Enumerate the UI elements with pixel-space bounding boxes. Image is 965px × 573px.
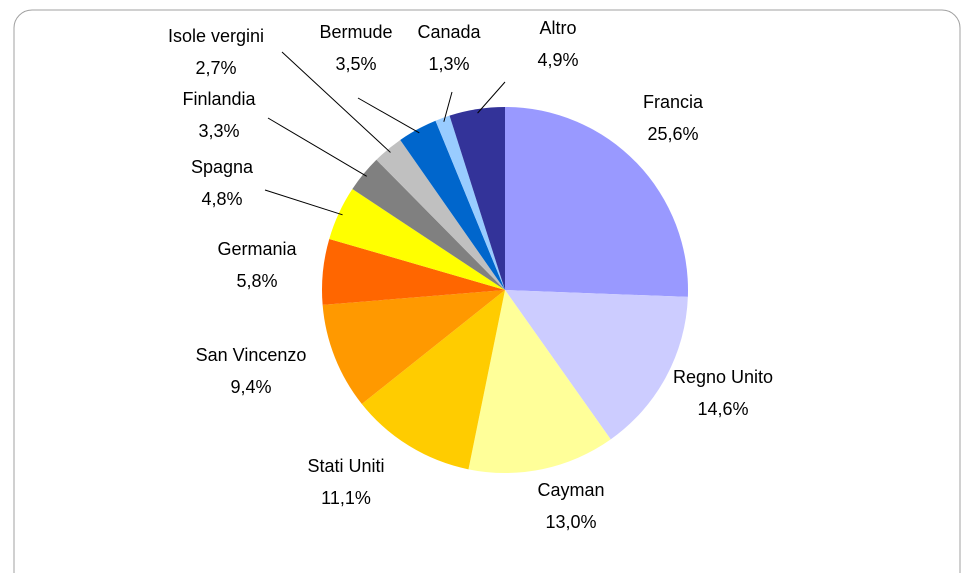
pie-slice: [361, 290, 505, 470]
pie-slice: [352, 159, 505, 290]
slice-value-label: 4,8%: [201, 189, 242, 209]
leader-line: [281, 51, 391, 153]
slice-value-label: 9,4%: [230, 377, 271, 397]
slice-label: Bermude: [319, 22, 392, 42]
pie-slice: [449, 107, 505, 290]
slice-value-label: 5,8%: [236, 271, 277, 291]
slice-value-label: 1,3%: [428, 54, 469, 74]
pie-slice: [505, 107, 688, 297]
slice-value-label: 3,5%: [335, 54, 376, 74]
leader-line: [443, 91, 453, 122]
pie-slice: [505, 290, 688, 440]
slice-label: Altro: [539, 18, 576, 38]
slice-label: Stati Uniti: [307, 456, 384, 476]
pie-slice: [435, 115, 505, 290]
slice-label: Francia: [643, 92, 704, 112]
pie-slice: [329, 189, 505, 290]
slice-value-label: 4,9%: [537, 50, 578, 70]
leader-line: [477, 81, 506, 114]
slice-value-label: 14,6%: [697, 399, 748, 419]
slice-label: Regno Unito: [673, 367, 773, 387]
leader-line: [264, 189, 343, 216]
pie-slice: [376, 139, 505, 290]
slice-label: Germania: [217, 239, 297, 259]
pie-slice: [322, 290, 505, 404]
slice-value-label: 3,3%: [198, 121, 239, 141]
slice-label: Spagna: [191, 157, 254, 177]
leader-line: [357, 97, 420, 134]
slice-label: Cayman: [537, 480, 604, 500]
slice-label: Canada: [417, 22, 481, 42]
pie-slice: [400, 120, 505, 290]
slice-value-label: 2,7%: [195, 58, 236, 78]
leader-line: [267, 117, 367, 177]
slice-value-label: 13,0%: [545, 512, 596, 532]
slice-label: Isole vergini: [168, 26, 264, 46]
slice-value-label: 11,1%: [321, 488, 371, 508]
slice-value-label: 25,6%: [647, 124, 698, 144]
slice-label: Finlandia: [182, 89, 256, 109]
pie-slice: [468, 290, 611, 473]
pie-slice: [322, 238, 505, 305]
slice-label: San Vincenzo: [196, 345, 307, 365]
